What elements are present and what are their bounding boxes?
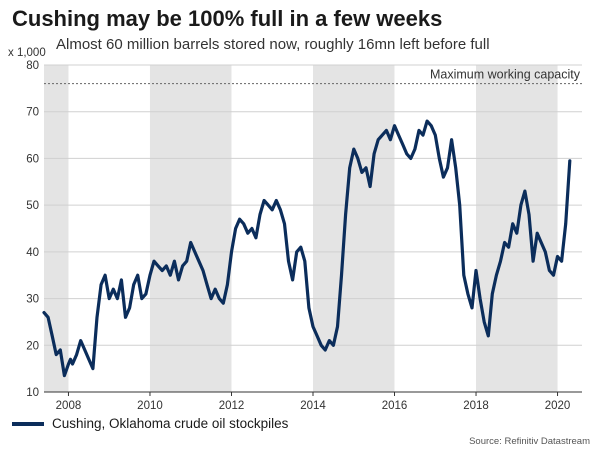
y-tick-label: 40 [26, 247, 39, 259]
shaded-intervals [44, 65, 558, 392]
legend-swatch [12, 421, 44, 426]
shaded-interval [313, 65, 395, 392]
x-tick-label: 2020 [545, 400, 571, 412]
x-axis: 2008 2010 2012 2014 2016 2018 2020 [44, 391, 582, 412]
shaded-interval [44, 65, 69, 392]
x-tick-label: 2012 [219, 400, 245, 412]
chart-subtitle: Almost 60 million barrels stored now, ro… [56, 36, 490, 53]
source-note: Source: Refinitiv Datastream [469, 436, 590, 447]
shaded-interval [149, 65, 232, 392]
series-line [42, 119, 572, 378]
x-tick-label: 2008 [56, 400, 82, 412]
y-unit-label: x 1,000 [8, 47, 46, 59]
y-axis-ticks: 10 20 30 40 50 60 70 80 [26, 60, 39, 399]
y-tick-label: 70 [26, 107, 39, 119]
chart-title: Cushing may be 100% full in a few weeks [12, 6, 443, 31]
y-tick-label: 10 [26, 387, 39, 399]
y-tick-label: 30 [26, 294, 39, 306]
x-tick-label: 2010 [137, 400, 163, 412]
series-lines [42, 119, 572, 378]
legend: Cushing, Oklahoma crude oil stockpiles [12, 416, 288, 431]
x-tick-label: 2016 [382, 400, 408, 412]
y-tick-label: 80 [26, 60, 39, 72]
x-tick-label: 2018 [463, 400, 489, 412]
capacity-annotation: Maximum working capacity [430, 68, 581, 82]
x-tick-label: 2014 [300, 400, 326, 412]
legend-label: Cushing, Oklahoma crude oil stockpiles [52, 416, 289, 431]
gridlines [44, 64, 582, 346]
y-tick-label: 20 [26, 340, 39, 352]
y-tick-label: 60 [26, 153, 39, 165]
y-tick-label: 50 [26, 200, 39, 212]
